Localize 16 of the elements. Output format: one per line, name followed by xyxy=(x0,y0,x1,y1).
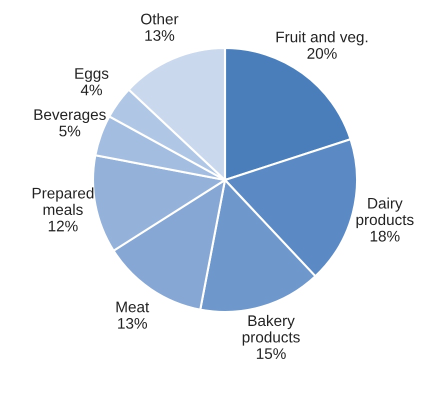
data-label: 13% xyxy=(118,318,147,329)
slice-label: Meat xyxy=(116,302,150,312)
slice-label: Other xyxy=(141,13,178,24)
slice-label: Bakery products xyxy=(242,314,300,346)
data-label: 5% xyxy=(59,126,80,136)
data-label: 18% xyxy=(370,230,400,242)
slice-label: Dairy products xyxy=(356,197,414,228)
slice-label: Prepared meals xyxy=(32,187,94,216)
data-label: 20% xyxy=(307,48,337,59)
slice-label: Eggs xyxy=(75,68,108,82)
data-label: 15% xyxy=(256,348,286,360)
slice-label: Fruit and veg. xyxy=(276,31,368,46)
data-label: 12% xyxy=(48,220,78,232)
slice-label: Beverages xyxy=(34,109,106,123)
data-label: 13% xyxy=(145,30,174,41)
data-label: 4% xyxy=(80,84,102,96)
